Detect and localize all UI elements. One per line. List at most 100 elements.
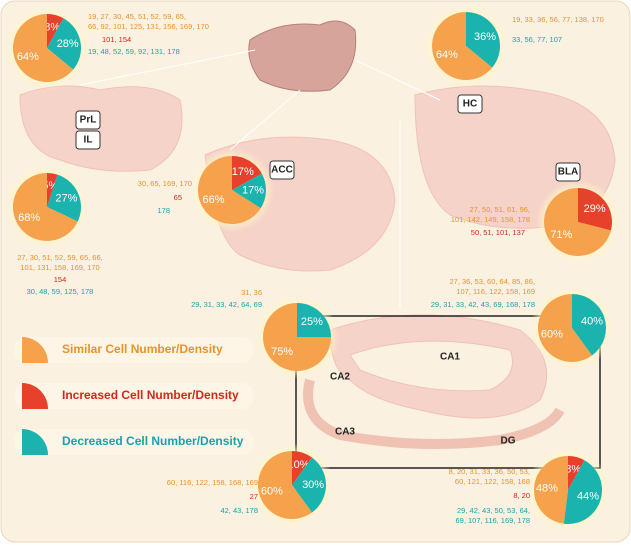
reference-list: 8, 20, 31, 33, 36, 50, 53,: [449, 467, 530, 476]
reference-list: 30, 65, 169, 170: [138, 179, 192, 188]
pie-percent: 71%: [550, 229, 572, 241]
pie-slice: [263, 303, 331, 371]
pie-slice: [258, 451, 312, 519]
pie-slice: [466, 12, 500, 68]
region-box: [75, 110, 101, 130]
pie-slice: [232, 156, 262, 190]
pie-percent: 36%: [474, 31, 496, 43]
legend-band: [14, 337, 254, 363]
reference-list: 66, 92, 101, 125, 131, 156, 169, 170: [88, 22, 209, 31]
pie-slice: [292, 457, 327, 513]
pie-percent: 68%: [18, 212, 40, 224]
pie-percent: 8%: [44, 21, 60, 33]
pie-slice: [197, 156, 261, 225]
pie-percent: 60%: [541, 328, 563, 340]
reference-list: 19, 33, 36, 56, 77, 138, 170: [512, 15, 604, 24]
reference-list: 30, 48, 59, 125, 178: [27, 287, 94, 296]
pie-slice: [432, 12, 493, 81]
region-box: [75, 130, 101, 150]
region-label: IL: [84, 135, 93, 146]
reference-list: 31, 36: [241, 288, 262, 297]
region-box: [457, 94, 483, 114]
pie-slice: [292, 451, 312, 485]
legend-band: [14, 429, 254, 455]
pie-slice: [232, 173, 266, 209]
reference-list: 154: [54, 275, 67, 284]
pie-slice: [578, 188, 612, 231]
region-label: CA3: [335, 427, 355, 438]
reference-list: 8, 20: [513, 491, 530, 500]
region-label: BLA: [558, 167, 579, 178]
region-label: DG: [501, 436, 516, 447]
pie-percent: 64%: [17, 51, 39, 63]
reference-list: 27, 36, 53, 60, 64, 85, 86,: [450, 277, 536, 286]
pie-percent: 27%: [55, 193, 77, 205]
pie-percent: 60%: [261, 485, 283, 497]
reference-list: 29, 42, 43, 50, 53, 64,: [457, 506, 530, 515]
region-label: PrL: [80, 115, 97, 126]
pie-slice: [544, 188, 611, 257]
legend-label: Similar Cell Number/Density: [62, 342, 223, 356]
pie-slice: [47, 14, 64, 48]
connector-lines: [79, 49, 441, 310]
pie-slice: [572, 294, 607, 356]
legend-icon: [22, 429, 48, 455]
reference-list: 27: [250, 492, 258, 501]
pie-slice: [13, 173, 78, 241]
pie-percent: 28%: [57, 38, 79, 50]
pie-percent: 75%: [271, 346, 293, 358]
pie-percent: 66%: [203, 194, 225, 206]
pie-percent: 17%: [232, 166, 254, 178]
pie-percent: 8%: [565, 463, 581, 475]
reference-list: 101, 131, 158, 169, 170: [20, 263, 99, 272]
legend-label: Increased Cell Number/Density: [62, 388, 239, 402]
pie-percent: 44%: [577, 490, 599, 502]
pie-slice: [47, 18, 81, 70]
reference-list: 65: [174, 193, 182, 202]
region-label: CA2: [330, 372, 350, 383]
legend-icon: [22, 337, 48, 363]
pie-slice: [568, 456, 585, 490]
pie-slice: [563, 460, 602, 524]
pie-slice: [297, 303, 331, 337]
reference-list: 50, 51, 101, 137: [471, 228, 525, 237]
reference-list: 42, 43, 178: [220, 506, 258, 515]
legend-icon: [22, 383, 48, 409]
pie-percent: 17%: [242, 185, 264, 197]
region-label: ACC: [271, 165, 293, 176]
region-label: CA1: [440, 352, 460, 363]
pie-percent: 48%: [536, 483, 558, 495]
reference-list: 33, 56, 77, 107: [512, 35, 562, 44]
reference-list: 60, 116, 122, 158, 168, 169: [167, 478, 258, 487]
reference-list: 107, 116, 122, 158, 169: [456, 287, 535, 296]
reference-list: 19, 48, 52, 59, 92, 131, 178: [88, 47, 180, 56]
region-box: [555, 162, 581, 182]
pie-percent: 64%: [436, 49, 458, 61]
pie-slice: [47, 174, 81, 222]
pie-slice: [538, 294, 592, 362]
reference-list: 101, 154: [102, 35, 131, 44]
legend-band: [14, 383, 254, 409]
reference-list: 60, 121, 122, 158, 168: [455, 477, 530, 486]
region-box: [269, 160, 295, 180]
pie-slice: [534, 456, 568, 524]
pie-percent: 29%: [584, 203, 606, 215]
reference-list: 178: [157, 206, 170, 215]
reference-list: 29, 31, 33, 42, 64, 69: [191, 300, 262, 309]
reference-list: 27, 30, 51, 52, 59, 65, 66,: [17, 253, 103, 262]
reference-list: 27, 50, 51, 61, 96,: [470, 205, 530, 214]
hippocampus-frame: [295, 315, 601, 469]
reference-list: 69, 107, 116, 169, 178: [455, 516, 530, 525]
pie-slice: [13, 14, 74, 82]
pie-percent: 30%: [302, 479, 324, 491]
pie-slice: [47, 173, 58, 207]
reference-list: 29, 31, 33, 42, 43, 69, 168, 178: [431, 300, 535, 309]
pie-percent: 25%: [301, 316, 323, 328]
pie-percent: 10%: [287, 459, 309, 471]
region-label: HC: [463, 99, 477, 110]
pie-percent: 40%: [581, 315, 603, 327]
legend-label: Decreased Cell Number/Density: [62, 434, 244, 448]
reference-list: 19, 27, 30, 45, 51, 52, 59, 65,: [88, 12, 186, 21]
reference-list: 101, 142, 149, 158, 178: [451, 215, 530, 224]
